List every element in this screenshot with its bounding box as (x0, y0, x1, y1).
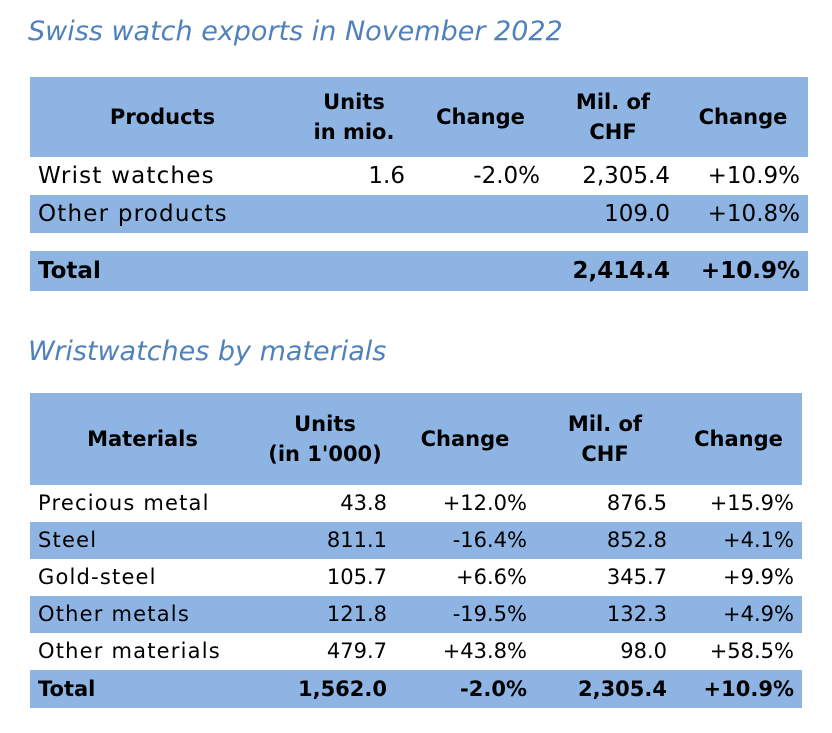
units-cell: 105.7 (326, 565, 387, 589)
table-row: Other metals 121.8 -19.5% 132.3 +4.9% (30, 596, 802, 633)
total-value-change: +10.9% (700, 258, 800, 284)
value-cell: 109.0 (604, 201, 670, 227)
row-label: Gold-steel (38, 565, 157, 589)
value-change-cell: +10.9% (707, 163, 800, 189)
value-cell: 852.8 (606, 528, 667, 552)
value-cell: 345.7 (606, 565, 667, 589)
units-cell: 43.8 (340, 491, 387, 515)
header-units: Units (in 1'000) (268, 412, 382, 466)
units-cell: 1.6 (368, 163, 405, 189)
total-units (295, 251, 413, 291)
units-cell: 811.1 (326, 528, 387, 552)
header-units-change: Change (420, 427, 510, 451)
value-cell: 2,305.4 (582, 163, 670, 189)
table-row: Other products 109.0 +10.8% (30, 195, 808, 233)
header-value: Mil. of CHF (567, 412, 643, 466)
header-value: Mil. of CHF (575, 90, 651, 144)
total-row: Total 2,414.4 +10.9% (30, 251, 808, 291)
row-label: Precious metal (38, 491, 210, 515)
total-label: Total (38, 258, 101, 284)
table-row: Wrist watches 1.6 -2.0% 2,305.4 +10.9% (30, 157, 808, 195)
table-row: Steel 811.1 -16.4% 852.8 +4.1% (30, 522, 802, 559)
table-row: Gold-steel 105.7 +6.6% 345.7 +9.9% (30, 559, 802, 596)
value-change-cell: +9.9% (723, 565, 794, 589)
total-value: 2,305.4 (577, 677, 667, 701)
value-cell: 132.3 (606, 602, 667, 626)
total-value-change: +10.9% (703, 677, 794, 701)
units-change-cell: -16.4% (452, 528, 527, 552)
units-change-cell: -19.5% (452, 602, 527, 626)
materials-table: Materials Units (in 1'000) Change Mil. of… (30, 393, 802, 708)
total-units-change (413, 251, 548, 291)
row-label: Other metals (38, 602, 190, 626)
value-change-cell: +10.8% (707, 201, 800, 227)
units-cell (295, 195, 413, 233)
header-value-change: Change (698, 105, 788, 129)
value-change-cell: +58.5% (709, 639, 794, 663)
header-value-change: Change (694, 427, 783, 451)
header-products: Products (109, 105, 216, 129)
total-units: 1,562.0 (297, 677, 387, 701)
header-units-change: Change (436, 105, 525, 129)
total-value: 2,414.4 (572, 258, 671, 284)
row-label: Wrist watches (38, 163, 215, 189)
table-row: Precious metal 43.8 +12.0% 876.5 +15.9% (30, 485, 802, 522)
value-change-cell: +4.1% (723, 528, 794, 552)
units-change-cell: +43.8% (442, 639, 527, 663)
row-label: Other products (38, 201, 228, 227)
units-change-cell: +12.0% (442, 491, 527, 515)
units-change-cell: +6.6% (456, 565, 527, 589)
row-spacer (30, 233, 808, 251)
value-cell: 876.5 (606, 491, 667, 515)
value-cell: 98.0 (620, 639, 667, 663)
table-row: Other materials 479.7 +43.8% 98.0 +58.5% (30, 633, 802, 670)
exports-table-header: Products Units in mio. Change Mil. of CHF … (30, 77, 808, 157)
header-materials: Materials (87, 427, 198, 451)
exports-table: Products Units in mio. Change Mil. of CHF … (30, 77, 808, 291)
units-change-cell (413, 195, 548, 233)
total-units-change: -2.0% (460, 677, 527, 701)
total-row: Total 1,562.0 -2.0% 2,305.4 +10.9% (30, 670, 802, 708)
row-label: Steel (38, 528, 98, 552)
row-label: Other materials (38, 639, 221, 663)
value-change-cell: +15.9% (709, 491, 794, 515)
units-change-cell: -2.0% (473, 163, 540, 189)
materials-table-header: Materials Units (in 1'000) Change Mil. of… (30, 393, 802, 485)
table-title-materials: Wristwatches by materials (28, 336, 387, 367)
total-label: Total (38, 677, 96, 701)
header-units: Units in mio. (313, 90, 395, 144)
units-cell: 479.7 (326, 639, 387, 663)
table-title-exports: Swiss watch exports in November 2022 (28, 16, 563, 47)
units-cell: 121.8 (326, 602, 387, 626)
value-change-cell: +4.9% (723, 602, 794, 626)
